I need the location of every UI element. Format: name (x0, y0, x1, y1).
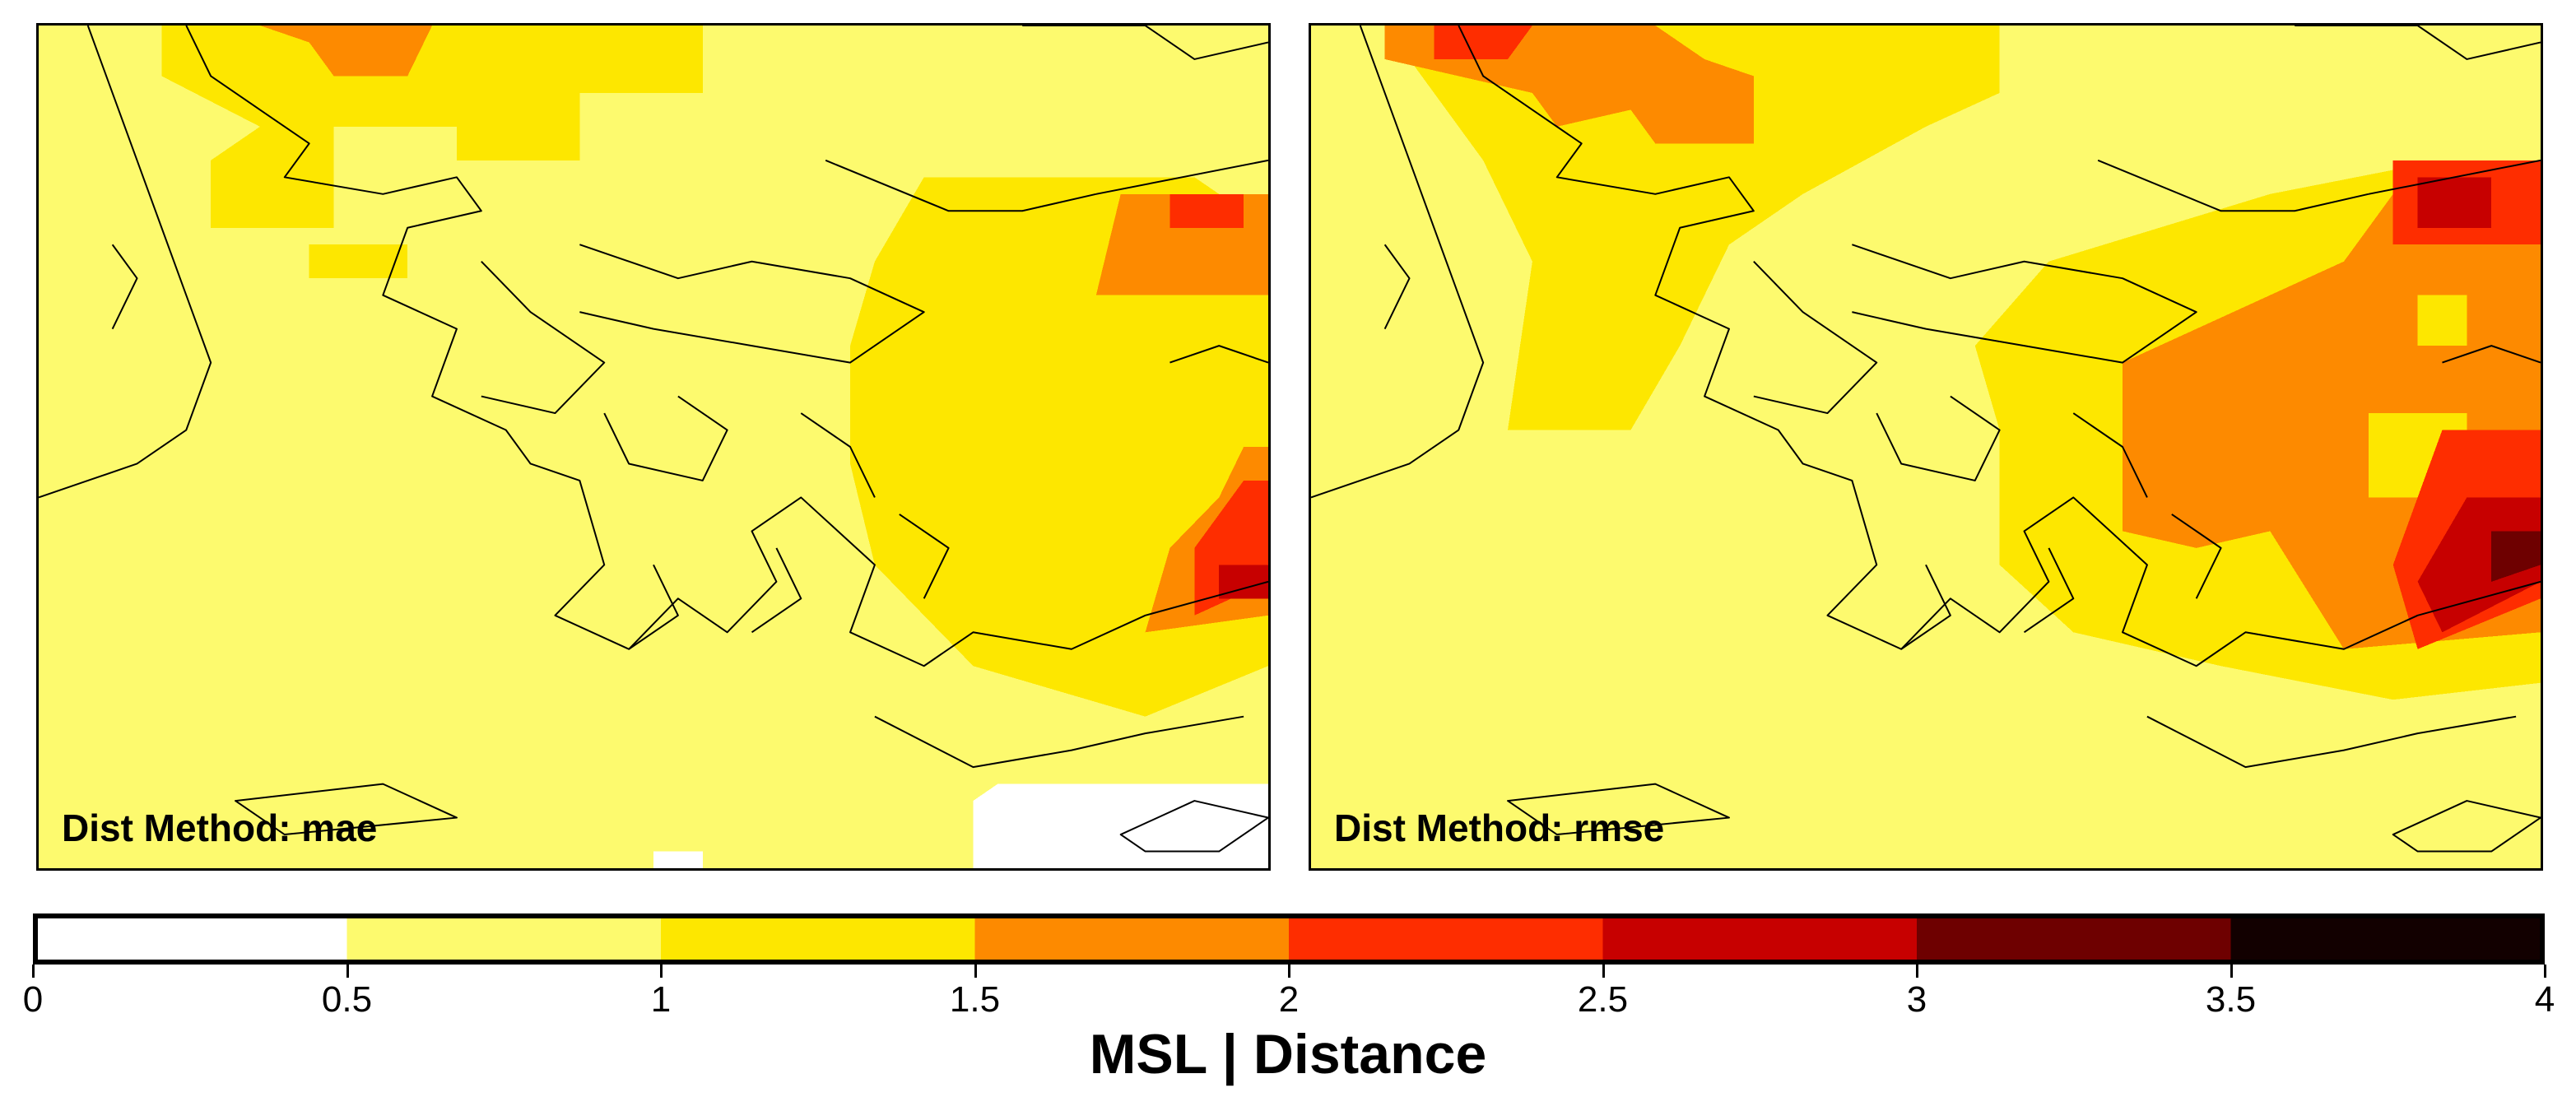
colorbar-tick (2544, 965, 2546, 978)
colorbar-tick-label: 3.5 (2205, 979, 2257, 1020)
map-panel-rmse: Dist Method: rmse (1309, 23, 2543, 871)
coastline-path (629, 565, 678, 648)
coastline-path (1901, 565, 1951, 648)
panel-label-mae: Dist Method: mae (62, 807, 378, 849)
coastline-path (900, 514, 949, 598)
colorbar-segment (1917, 913, 2231, 965)
heatmap-region (973, 783, 1268, 868)
panel-label-rmse: Dist Method: rmse (1334, 807, 1665, 849)
coastline-path (1852, 244, 2196, 362)
colorbar-tick-label: 0.5 (321, 979, 373, 1020)
colorbar-tick (660, 965, 663, 978)
map-panel-mae: Dist Method: mae (36, 23, 1271, 871)
colorbar-tick (1602, 965, 1605, 978)
heatmap-region (1384, 26, 2000, 430)
colorbar-axis: 0 0.5 1 1.5 2 2.5 3 3.5 4 (23, 965, 2555, 1022)
colorbar-segment (33, 913, 347, 965)
coastline-path (2442, 346, 2541, 362)
colorbar-tick (32, 965, 35, 978)
coastline-path (1754, 262, 1876, 413)
coastline-path (2393, 801, 2541, 851)
coastline-path (1385, 244, 1410, 328)
coastline-path (825, 160, 1096, 211)
colorbar-tick-label: 1.5 (949, 979, 1001, 1020)
colorbar-tick-label: 2 (1278, 979, 1300, 1020)
colorbar-segment (974, 913, 1289, 965)
heatmap-region (1434, 26, 1532, 59)
colorbar-segment (346, 913, 661, 965)
heatmap-region (309, 244, 408, 279)
colorbar (33, 913, 2545, 965)
coastlines-rmse (1311, 26, 2541, 868)
coastline-path (2172, 514, 2221, 598)
coastline-path (579, 244, 923, 362)
colorbar-title: MSL | Distance (1089, 1023, 1487, 1085)
coastline-path (1121, 801, 1268, 851)
colorbar-tick (1288, 965, 1290, 978)
colorbar-segment (2230, 913, 2545, 965)
heatmap-region (2417, 177, 2492, 228)
colorbar-tick-label: 0 (22, 979, 44, 1020)
heatmap-mae (39, 26, 1268, 868)
colorbar-frame (33, 913, 2545, 965)
coastline-path (481, 262, 604, 413)
colorbar-tick-label: 4 (2534, 979, 2555, 1020)
colorbar-tick (2230, 965, 2233, 978)
coastline-path (875, 717, 1244, 767)
colorbar-tick-label: 1 (650, 979, 672, 1020)
coastline-path (2369, 160, 2541, 194)
coastline-path (604, 397, 727, 481)
coastline-path (39, 26, 211, 497)
heatmap-region (1169, 193, 1244, 228)
heatmap-rmse (1311, 26, 2541, 868)
coastlines-mae (39, 26, 1268, 868)
coastline-path (752, 548, 802, 632)
coastline-path (2073, 413, 2147, 497)
colorbar-segment (1289, 913, 1603, 965)
coastline-path (235, 784, 457, 834)
coastline-path (2147, 717, 2516, 767)
coastline-path (1876, 397, 1999, 481)
heatmap-region (161, 26, 703, 228)
coastline-path (801, 413, 875, 497)
coastline-path (2098, 160, 2369, 211)
heatmap-region (653, 851, 703, 868)
colorbar-tick (346, 965, 349, 978)
colorbar-tick-label: 3 (1906, 979, 1927, 1020)
coastline-path (1508, 784, 1729, 834)
coastline-path (186, 26, 1268, 666)
coastline-path (2025, 548, 2074, 632)
colorbar-segment (1602, 913, 1917, 965)
heatmap-region (259, 26, 433, 77)
heatmap-region (2417, 295, 2467, 346)
colorbar-tick (974, 965, 977, 978)
colorbar-segment (661, 913, 975, 965)
coastline-path (113, 244, 137, 328)
coastline-path (1311, 26, 1483, 497)
coastline-path (1169, 346, 1268, 362)
heatmap-region (1219, 565, 1268, 599)
coastline-path (1022, 26, 1268, 59)
coastline-path (2295, 26, 2541, 59)
colorbar-tick (1916, 965, 1918, 978)
colorbar-tick-label: 2.5 (1577, 979, 1629, 1020)
coastline-path (1096, 160, 1268, 194)
coastline-path (1458, 26, 2541, 666)
